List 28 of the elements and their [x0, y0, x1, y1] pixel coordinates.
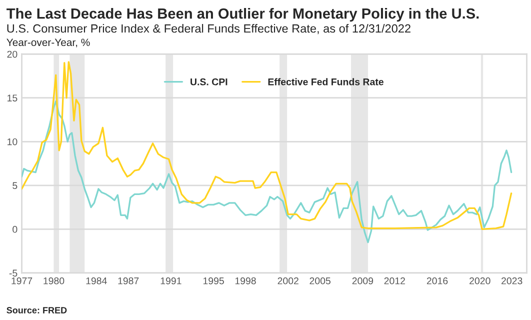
x-tick-label: 2002 [278, 277, 298, 284]
y-tick-label: -5 [9, 270, 18, 277]
x-tick-label: 1995 [203, 277, 224, 284]
legend-label: U.S. CPI [190, 78, 228, 86]
x-tick-label: 1984 [86, 277, 107, 284]
y-axis-title: Year-over-Year, % [6, 38, 90, 48]
x-tick-label: 1987 [118, 277, 139, 284]
line-series [22, 61, 512, 230]
chart-title: The Last Decade Has Been an Outlier for Monetary Policy in the U.S. [6, 8, 479, 22]
source-note: Source: FRED [6, 307, 67, 314]
y-tick-label: 10 [8, 138, 18, 146]
y-tick-label: 0 [12, 226, 18, 233]
x-tick-label: 1980 [44, 277, 64, 284]
x-tick-label: 2020 [470, 277, 490, 284]
y-tick-label: 5 [12, 182, 18, 190]
legend-label: Effective Fed Funds Rate [268, 78, 384, 86]
x-tick-label: 1991 [160, 277, 182, 284]
x-tick-label: 2012 [384, 277, 405, 284]
y-tick-label: 15 [8, 94, 18, 102]
x-tick-label: 1998 [235, 277, 256, 284]
x-tick-label: 2023 [502, 277, 522, 284]
line-series [22, 100, 512, 244]
x-tick-label: 2009 [352, 277, 374, 284]
chart-subtitle: U.S. Consumer Price Index & Federal Funds Effective Rate, as of 12/31/2022 [7, 24, 410, 34]
y-tick-label: 20 [7, 50, 18, 58]
x-tick-label: 2005 [310, 277, 330, 284]
x-tick-label: 1977 [12, 277, 32, 284]
x-tick-label: 2016 [426, 277, 448, 284]
